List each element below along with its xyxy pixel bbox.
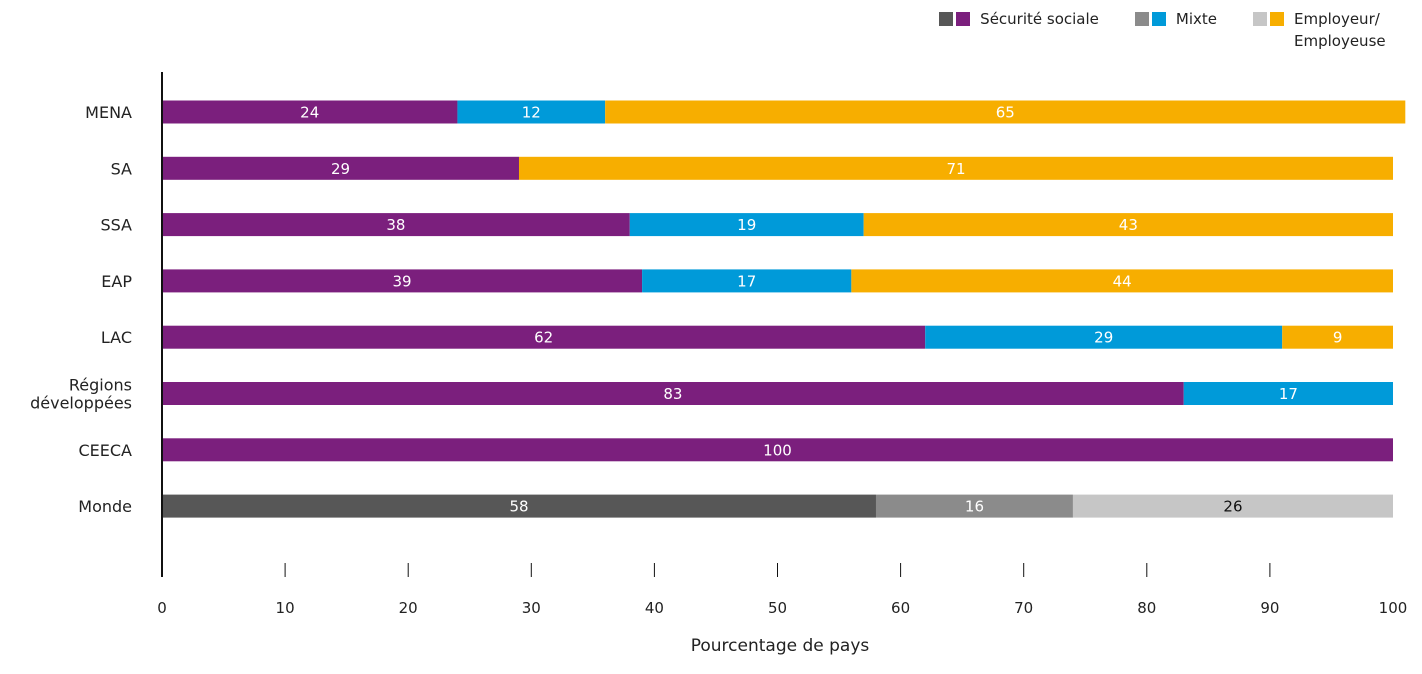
x-tick-label: 40 (645, 599, 664, 617)
bar-value-label: 62 (534, 329, 553, 347)
bar-segment (162, 438, 1393, 462)
legend-swatch-region (1151, 12, 1166, 26)
x-tick-label: 90 (1260, 599, 1279, 617)
y-tick-label: SA (111, 159, 132, 178)
bar-value-label: 65 (996, 104, 1015, 122)
legend-label: Sécurité sociale (980, 10, 1099, 28)
x-tick-label: 10 (276, 599, 295, 617)
bar-segment (457, 100, 606, 124)
bar-segment (875, 494, 1073, 518)
bar-value-label: 17 (1279, 385, 1298, 403)
bar-value-label: 100 (763, 441, 792, 459)
bar-segment (863, 213, 1393, 237)
legend-label: Mixte (1175, 10, 1217, 28)
bar-value-label: 83 (663, 385, 682, 403)
bar-segment (851, 269, 1393, 293)
legend-swatch-region (1270, 12, 1284, 26)
x-axis-title: Pourcentage de pays (690, 636, 870, 656)
legend-swatch-world (1253, 12, 1267, 26)
bar-value-label: 43 (1119, 216, 1138, 234)
bar-value-label: 12 (522, 104, 541, 122)
x-tick-label: 60 (891, 599, 910, 617)
bar-segment (1183, 382, 1393, 405)
bar-value-label: 26 (1223, 498, 1242, 516)
y-tick-label: MENA (85, 103, 132, 122)
bar-segment (162, 156, 519, 180)
bar-value-label: 16 (965, 498, 984, 516)
bar-segment (162, 269, 643, 293)
bar-value-label: 39 (392, 272, 411, 290)
x-tick-label: 30 (522, 599, 541, 617)
bar-value-label: 29 (1094, 329, 1113, 347)
x-tick-label: 100 (1379, 599, 1408, 617)
bar-segment (605, 100, 1406, 124)
x-tick-label: 50 (768, 599, 787, 617)
legend-label: Employeur/ Employeuse (1294, 10, 1386, 50)
bar-segment (162, 382, 1184, 405)
legend-item-mixte: Mixte (1134, 8, 1217, 30)
bar-segment (518, 156, 1393, 180)
bar-value-label: 24 (300, 104, 319, 122)
bar-value-label: 44 (1113, 272, 1132, 290)
bar-value-label: 38 (386, 216, 405, 234)
legend-swatch-world (939, 12, 954, 26)
y-tick-label: LAC (101, 328, 132, 347)
x-tick-label: 70 (1014, 599, 1033, 617)
bar-value-label: 17 (737, 272, 756, 290)
x-tick-label: 0 (157, 599, 167, 617)
x-tick-label: 20 (399, 599, 418, 617)
bar-value-label: 29 (331, 160, 350, 178)
legend-item-securite-sociale: Sécurité sociale (939, 8, 1099, 30)
legend: Sécurité sociale Mixte Employeur/ Employ… (903, 8, 1388, 52)
legend-swatch-world (1134, 12, 1149, 26)
bar-value-label: 19 (737, 216, 756, 234)
bar-value-label: 9 (1333, 329, 1343, 347)
bar-value-label: 58 (509, 498, 528, 516)
bar-segment (1072, 494, 1393, 518)
y-tick-label: SSA (100, 216, 132, 235)
y-tick-label: EAP (101, 272, 132, 291)
legend-swatch-region (956, 12, 971, 26)
y-tick-label: Monde (78, 497, 132, 516)
bar-value-label: 71 (946, 160, 965, 178)
bar-segment (925, 325, 1283, 349)
legend-item-employeur: Employeur/ Employeuse (1253, 8, 1388, 52)
bar-segment (162, 494, 876, 518)
bar-segment (162, 100, 458, 124)
bar-segment (629, 213, 864, 237)
y-tick-label: développées (30, 394, 132, 413)
bar-segment (162, 213, 630, 237)
bar-segment (162, 325, 926, 349)
x-tick-label: 80 (1137, 599, 1156, 617)
bar-segment (642, 269, 852, 293)
y-tick-label: Régions (69, 376, 132, 395)
bar-segment (1282, 325, 1393, 349)
y-tick-label: CEECA (78, 441, 132, 460)
